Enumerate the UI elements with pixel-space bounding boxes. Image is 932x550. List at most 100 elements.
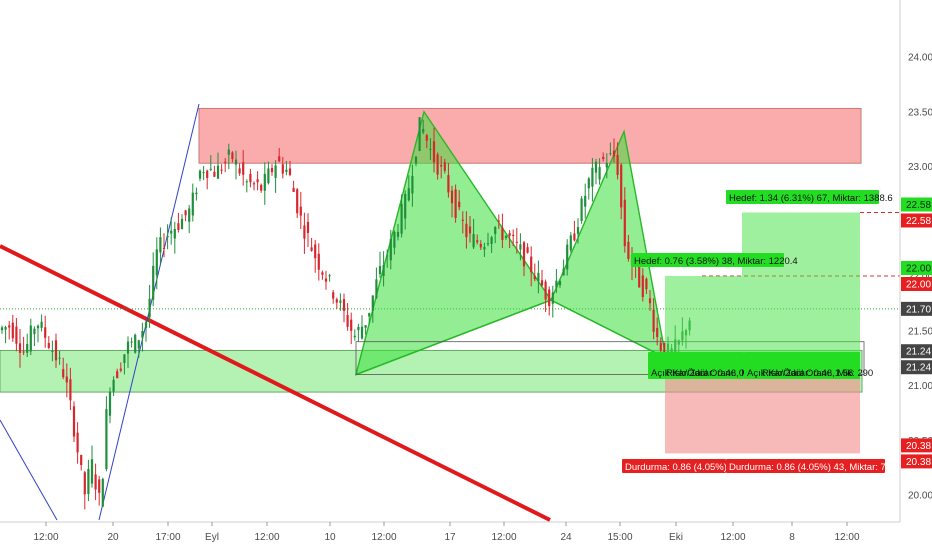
candle-body — [411, 176, 414, 194]
candle-body — [609, 153, 612, 155]
candle-body — [461, 219, 464, 221]
candle-body — [414, 156, 418, 164]
price-tag-label: 21.24 — [906, 363, 931, 374]
candle-body — [288, 168, 292, 175]
candle-body — [346, 315, 349, 327]
candle-body — [29, 325, 32, 352]
price-tick-label: 21.00 — [908, 381, 932, 392]
blue-channel-line-lower — [0, 419, 58, 521]
candle-body — [576, 227, 580, 234]
candle-body — [569, 235, 572, 251]
candle-body — [594, 161, 598, 173]
candle-body — [490, 237, 493, 244]
position-1-stop-label-box — [622, 459, 726, 473]
candle-body — [476, 240, 479, 243]
price-tag-box — [901, 197, 932, 212]
candle-body — [252, 183, 256, 185]
candle-body — [15, 326, 18, 344]
price-tick-label: 24.00 — [908, 53, 932, 64]
candle-body — [224, 161, 227, 163]
time-tick-label: 10 — [324, 532, 336, 543]
candle-body — [220, 169, 223, 171]
candle-body — [162, 247, 166, 249]
time-tick-label: 17 — [444, 532, 456, 543]
candle-body — [195, 192, 198, 195]
candle-body — [249, 173, 252, 183]
candle-body — [306, 221, 310, 233]
candle-body — [188, 208, 191, 222]
candle-body — [209, 168, 212, 170]
candle-body — [605, 163, 608, 168]
candle-body — [537, 272, 540, 281]
time-tick-label: 24 — [560, 532, 572, 543]
price-tag-label: 20.38 — [906, 457, 931, 468]
harmonic-prz-box — [355, 341, 865, 375]
candle-body — [648, 298, 652, 304]
candle-body — [83, 472, 86, 495]
price-tag-box — [901, 438, 932, 453]
candle-body — [202, 172, 205, 174]
candle-body — [227, 149, 230, 155]
candle-body — [486, 243, 490, 245]
candle-body — [548, 289, 551, 307]
candle-body — [627, 241, 630, 259]
candle-body — [368, 313, 371, 317]
candle-body — [360, 326, 364, 339]
candle-body — [159, 237, 162, 253]
candle-body — [281, 164, 284, 174]
candle-body — [62, 369, 65, 378]
position-2-rr-label: Risk/Ödül Oranı: 1.56 — [762, 368, 853, 379]
price-tag-green: 22.00 — [901, 261, 932, 275]
candle-body — [580, 198, 583, 221]
price-tag-label: 22.00 — [906, 280, 931, 291]
candle-body — [263, 173, 266, 191]
candle-body — [533, 275, 536, 280]
candle-body — [659, 343, 662, 351]
price-tag-green: 22.58 — [901, 197, 932, 212]
candle-body — [54, 340, 58, 361]
candle-body — [173, 228, 176, 239]
time-tick-label: 20 — [107, 532, 119, 543]
candle-body — [310, 247, 313, 251]
candle-body — [551, 292, 554, 304]
position-2-target-label: Hedef: 1.34 (6.31%) 67, Miktar: 1388.6 — [729, 193, 893, 204]
candle-body — [206, 170, 209, 178]
time-tick-label: 15:00 — [607, 532, 632, 543]
candle-body — [468, 226, 472, 234]
price-tag-red: 22.58 — [901, 213, 932, 228]
candle-body — [40, 321, 43, 328]
price-tag-red: 20.38 — [901, 454, 932, 469]
candle-body — [404, 194, 407, 219]
candle-body — [526, 247, 529, 253]
candle-body — [112, 379, 115, 392]
candle-body — [540, 280, 544, 286]
candle-body — [440, 164, 443, 167]
candle-body — [299, 206, 302, 216]
candle-body — [105, 409, 108, 470]
price-tag-red: 20.38 — [901, 438, 932, 453]
candle-body — [4, 327, 7, 330]
position-2-stop-label: Durdurma: 0.86 (4.05%) 43, Miktar: 758.8 — [729, 462, 904, 473]
position-1-profit-zone — [665, 276, 742, 360]
candle-body — [270, 167, 274, 173]
candle-body — [26, 343, 29, 353]
price-tag-dark: 21.24 — [901, 344, 932, 359]
candle-body — [130, 341, 133, 343]
candle-body — [620, 164, 623, 208]
resistance-zone — [198, 107, 862, 164]
candle-body — [558, 280, 562, 286]
candle-body — [216, 165, 220, 179]
candle-body — [260, 184, 263, 191]
price-tick-label: 20.00 — [908, 491, 932, 502]
candle-body — [191, 192, 194, 216]
position-1-target-label-box — [631, 253, 784, 267]
harmonic-xb-line — [355, 299, 552, 376]
candle-body — [364, 325, 367, 328]
time-tick-label: 8 — [789, 532, 795, 543]
position-1-pnl-label: Açık Kar/Zarar: 0.46, Mik — [651, 368, 756, 379]
candle-body — [303, 225, 306, 239]
candle-body — [166, 235, 169, 238]
time-axis[interactable]: 12:00 20 17:00 Eyl 12:00 10 12:00 17 12:00 24 15:0… — [33, 522, 860, 543]
price-tag-box — [901, 277, 932, 291]
